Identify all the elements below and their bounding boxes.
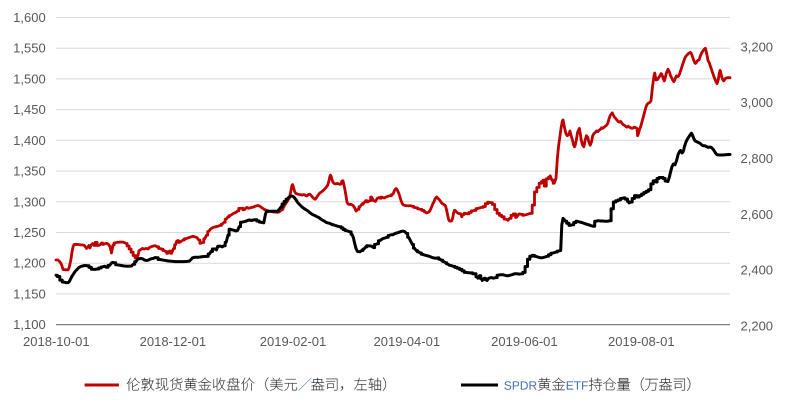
svg-text:1,350: 1,350 — [13, 164, 46, 179]
svg-text:2019-06-01: 2019-06-01 — [491, 334, 558, 349]
svg-text:1,300: 1,300 — [13, 194, 46, 209]
svg-text:2,200: 2,200 — [741, 319, 774, 334]
svg-text:1,400: 1,400 — [13, 133, 46, 148]
svg-text:3,000: 3,000 — [741, 95, 774, 110]
svg-text:2,600: 2,600 — [741, 207, 774, 222]
svg-text:1,550: 1,550 — [13, 41, 46, 56]
svg-text:2018-10-01: 2018-10-01 — [23, 334, 90, 349]
svg-text:1,250: 1,250 — [13, 225, 46, 240]
svg-text:2018-12-01: 2018-12-01 — [140, 334, 207, 349]
svg-text:2019-08-01: 2019-08-01 — [608, 334, 675, 349]
svg-text:2019-02-01: 2019-02-01 — [260, 334, 327, 349]
svg-text:1,100: 1,100 — [13, 317, 46, 332]
svg-text:1,450: 1,450 — [13, 102, 46, 117]
svg-text:3,200: 3,200 — [741, 39, 774, 54]
svg-text:1,500: 1,500 — [13, 71, 46, 86]
svg-text:2,400: 2,400 — [741, 263, 774, 278]
svg-text:2019-04-01: 2019-04-01 — [374, 334, 441, 349]
svg-text:1,200: 1,200 — [13, 256, 46, 271]
svg-text:1,600: 1,600 — [13, 10, 46, 25]
svg-text:1,150: 1,150 — [13, 286, 46, 301]
svg-text:2,800: 2,800 — [741, 151, 774, 166]
